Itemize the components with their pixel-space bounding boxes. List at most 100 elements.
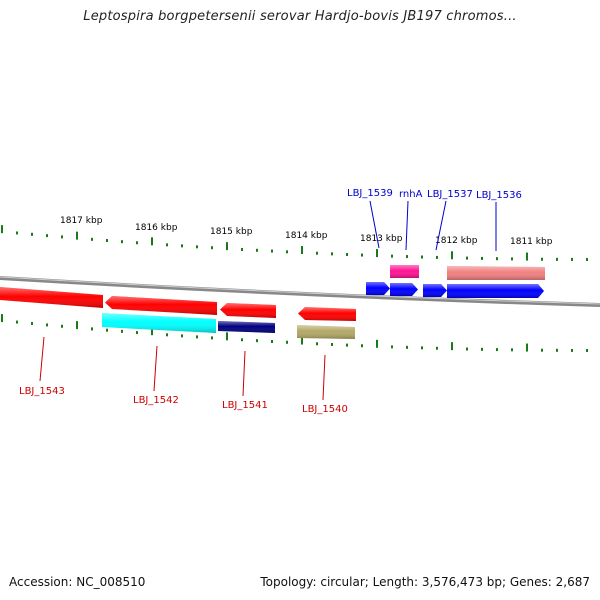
minor-tick [316, 251, 318, 255]
label-LBJ_1542[interactable]: LBJ_1542 [133, 395, 179, 406]
minor-tick [481, 347, 483, 351]
leader-LBJ_1543 [39, 336, 45, 382]
gene-shade [102, 313, 216, 333]
minor-tick [196, 335, 198, 339]
ruler-label: 1816 kbp [135, 223, 178, 233]
minor-tick [106, 328, 108, 332]
minor-tick [211, 336, 213, 340]
minor-tick [436, 346, 438, 350]
minor-tick [256, 248, 258, 252]
label-LBJ_1540[interactable]: LBJ_1540 [302, 404, 348, 415]
gene-shade [366, 282, 390, 295]
minor-tick [211, 246, 213, 250]
major-tick [526, 343, 528, 352]
minor-tick [496, 348, 498, 352]
major-tick [76, 231, 78, 240]
label-LBJ_1539[interactable]: LBJ_1539 [347, 188, 393, 199]
minor-tick [586, 348, 588, 352]
minor-tick [136, 331, 138, 335]
minor-tick [16, 231, 18, 235]
minor-tick [241, 338, 243, 342]
ruler-ticks-upper [1, 225, 588, 261]
minor-tick [166, 243, 168, 247]
leader-LBJ_1541 [242, 350, 246, 397]
minor-tick [61, 324, 63, 328]
major-tick [376, 249, 378, 258]
gene-shading [0, 265, 545, 339]
major-tick [451, 251, 453, 260]
minor-tick [496, 257, 498, 261]
minor-tick [121, 329, 123, 333]
minor-tick [421, 346, 423, 350]
minor-tick [61, 235, 63, 239]
map-title: Leptospira borgpetersenii serovar Hardjo… [83, 9, 517, 24]
minor-tick [421, 255, 423, 259]
major-tick [1, 225, 3, 234]
leader-LBJ_1539 [369, 200, 380, 249]
minor-tick [286, 250, 288, 254]
ruler-label: 1813 kbp [360, 234, 403, 244]
major-tick [1, 314, 3, 323]
ruler-label: 1811 kbp [510, 237, 553, 247]
label-LBJ_1543[interactable]: LBJ_1543 [19, 386, 65, 397]
minor-tick [466, 347, 468, 351]
gene-shade [0, 287, 103, 308]
major-tick [76, 321, 78, 330]
minor-tick [31, 232, 33, 236]
minor-tick [481, 256, 483, 260]
major-tick [226, 332, 228, 341]
ruler-ticks-lower [1, 314, 588, 352]
major-tick [301, 336, 303, 345]
label-rnhA[interactable]: rnhA [399, 189, 423, 200]
accession-text: Accession: NC_008510 [9, 575, 146, 589]
label-LBJ_1537[interactable]: LBJ_1537 [427, 189, 473, 200]
minor-tick [511, 348, 513, 352]
minor-tick [391, 345, 393, 349]
major-tick [301, 246, 303, 255]
minor-tick [286, 340, 288, 344]
minor-tick [541, 348, 543, 352]
major-tick [226, 242, 228, 251]
minor-tick [556, 348, 558, 352]
ruler-label: 1812 kbp [435, 236, 478, 246]
minor-tick [541, 257, 543, 261]
label-LBJ_1541[interactable]: LBJ_1541 [222, 400, 268, 411]
label-leaders [39, 200, 497, 401]
leader-LBJ_1537 [435, 200, 447, 251]
minor-tick [181, 244, 183, 248]
minor-tick [571, 348, 573, 352]
gene-shade [447, 266, 545, 280]
gene-shade [423, 284, 447, 297]
major-tick [376, 339, 378, 348]
major-tick [151, 237, 153, 246]
ruler-label: 1814 kbp [285, 231, 328, 241]
minor-tick [556, 257, 558, 261]
gene-shade [297, 325, 355, 339]
minor-tick [346, 252, 348, 256]
label-LBJ_1536[interactable]: LBJ_1536 [476, 190, 522, 201]
minor-tick [46, 323, 48, 327]
minor-tick [346, 343, 348, 347]
gene-shade [298, 307, 356, 321]
minor-tick [91, 237, 93, 241]
minor-tick [391, 254, 393, 258]
leader-LBJ_1542 [153, 345, 158, 392]
gene-shade [447, 284, 544, 298]
minor-tick [16, 320, 18, 324]
ruler-label: 1817 kbp [60, 216, 103, 226]
ruler-label: 1815 kbp [210, 227, 253, 237]
minor-tick [466, 256, 468, 260]
minor-tick [106, 239, 108, 243]
minor-tick [166, 333, 168, 337]
topology-text: Topology: circular; Length: 3,576,473 bp… [260, 575, 590, 589]
major-tick [526, 252, 528, 261]
minor-tick [121, 240, 123, 244]
minor-tick [181, 334, 183, 338]
minor-tick [271, 339, 273, 343]
genome-backbone [0, 276, 600, 307]
major-tick [451, 342, 453, 351]
gene-shade [218, 321, 275, 333]
minor-tick [241, 247, 243, 251]
gene-shade [105, 296, 217, 315]
